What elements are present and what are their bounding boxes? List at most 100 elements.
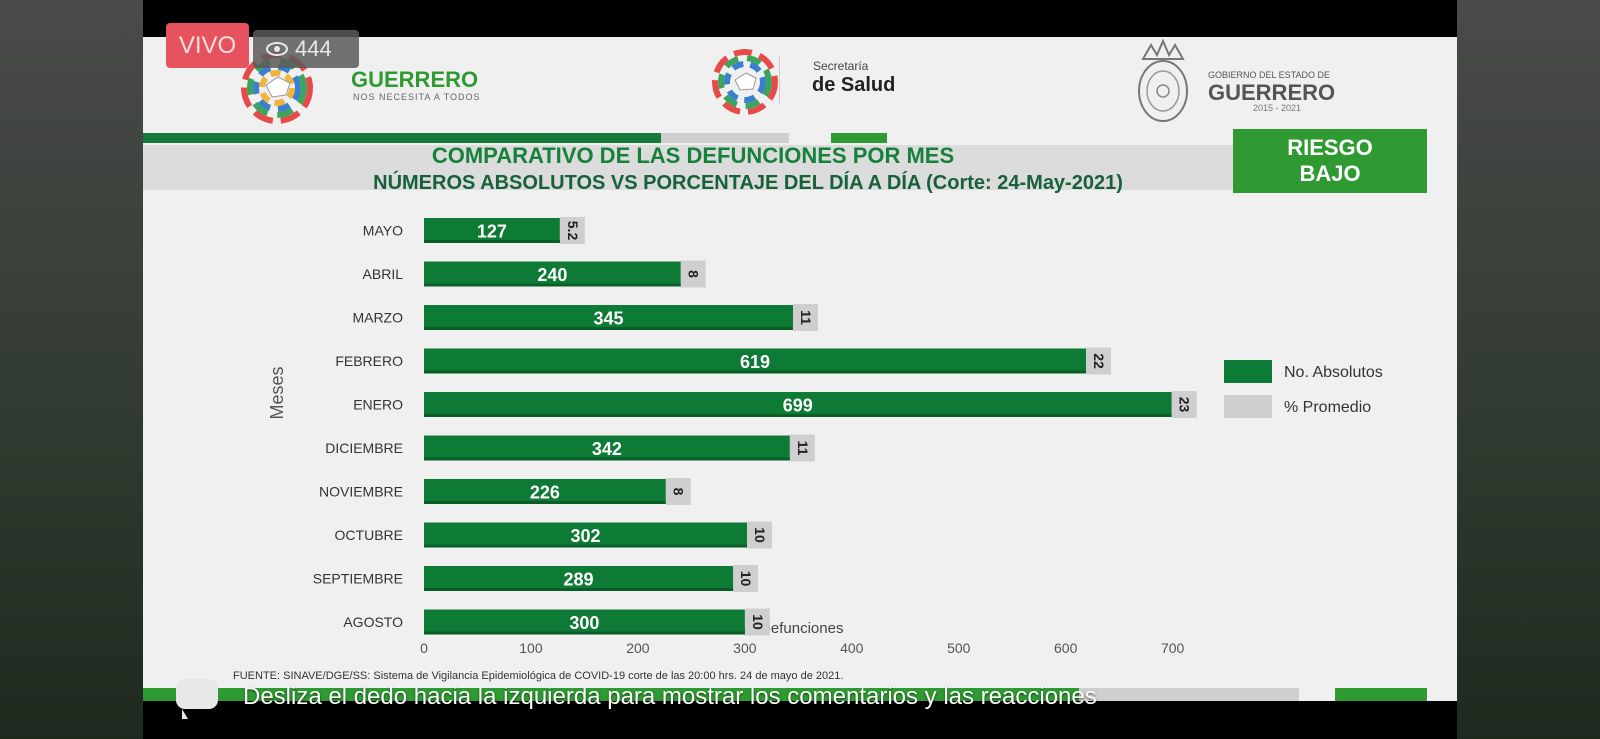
pct-bar bbox=[733, 565, 759, 592]
header-bar-grey bbox=[661, 133, 789, 143]
brand3-years: 2015 - 2021 bbox=[1253, 103, 1302, 113]
abs-bar bbox=[424, 566, 734, 591]
category-label: MARZO bbox=[352, 310, 403, 326]
abs-bar bbox=[424, 522, 747, 548]
comment-bubble-icon[interactable] bbox=[176, 679, 218, 719]
category-label: OCTUBRE bbox=[335, 527, 403, 543]
pct-bar bbox=[792, 304, 818, 331]
abs-bar bbox=[424, 305, 793, 330]
brand2-name: de Salud bbox=[812, 74, 896, 96]
legend-swatch bbox=[1224, 395, 1272, 418]
abs-value-label: 619 bbox=[740, 352, 770, 372]
footer-bar-green bbox=[143, 688, 1079, 701]
title-band bbox=[143, 145, 1233, 190]
legend-label: % Promedio bbox=[1284, 399, 1371, 416]
swipe-hint: Desliza el dedo hacia la izquierda para … bbox=[243, 683, 1097, 710]
brand2-top: Secretaría bbox=[813, 59, 869, 73]
pct-bar bbox=[789, 434, 815, 462]
abs-bar-shade bbox=[424, 544, 747, 548]
pct-bar bbox=[1086, 347, 1112, 375]
pct-value-label: 10 bbox=[752, 527, 768, 543]
pct-bar bbox=[1171, 391, 1197, 418]
pct-bar bbox=[665, 478, 691, 505]
header-bar-accent bbox=[831, 133, 887, 143]
brand1-name: GUERRERO bbox=[351, 67, 479, 92]
abs-value-label: 226 bbox=[530, 483, 560, 503]
pct-bar bbox=[746, 521, 772, 549]
abs-bar bbox=[424, 479, 666, 504]
pct-value-label: 10 bbox=[738, 571, 754, 587]
abs-bar-shade bbox=[424, 457, 790, 461]
brand1-tagline: NOS NECESITA A TODOS bbox=[353, 92, 481, 102]
source-note: FUENTE: SINAVE/DGE/SS: Sistema de Vigila… bbox=[233, 670, 844, 682]
pct-value-label: 5.2 bbox=[565, 221, 581, 241]
abs-bar-shade bbox=[424, 501, 666, 504]
abs-bar-shade bbox=[424, 327, 793, 330]
abs-bar bbox=[424, 348, 1087, 374]
abs-bar-shade bbox=[424, 631, 745, 635]
eye-icon bbox=[266, 42, 288, 56]
header-bar-green bbox=[143, 133, 661, 143]
category-label: SEPTIEMBRE bbox=[313, 571, 403, 587]
y-axis-label: Meses bbox=[267, 366, 287, 419]
x-tick-label: 700 bbox=[1161, 640, 1185, 656]
abs-bar-shade bbox=[424, 283, 681, 287]
x-tick-label: 500 bbox=[947, 640, 971, 656]
live-badge: VIVO bbox=[166, 23, 249, 68]
x-tick-label: 0 bbox=[420, 640, 428, 656]
x-tick-label: 200 bbox=[626, 640, 650, 656]
slide: GUERRERO NOS NECESITA A TODOS Secretaría… bbox=[143, 37, 1457, 701]
abs-value-label: 302 bbox=[570, 526, 600, 546]
x-tick-label: 100 bbox=[519, 640, 543, 656]
category-label: FEBRERO bbox=[335, 353, 403, 369]
abs-bar bbox=[424, 609, 745, 635]
abs-value-label: 127 bbox=[477, 222, 507, 242]
viewer-number: 444 bbox=[295, 36, 332, 61]
pct-value-label: 11 bbox=[795, 441, 811, 456]
category-label: MAYO bbox=[363, 223, 403, 239]
logo-divider bbox=[779, 55, 780, 105]
x-tick-label: 400 bbox=[840, 640, 864, 656]
category-label: ENERO bbox=[353, 397, 403, 413]
footer-bar-grey bbox=[1079, 688, 1299, 701]
coat-of-arms-icon bbox=[1138, 39, 1188, 122]
chart-title: COMPARATIVO DE LAS DEFUNCIONES POR MES bbox=[431, 143, 955, 168]
category-label: AGOSTO bbox=[343, 614, 403, 630]
legend-label: No. Absolutos bbox=[1284, 364, 1383, 381]
abs-bar bbox=[424, 218, 560, 243]
pct-value-label: 23 bbox=[1177, 397, 1193, 413]
abs-bar bbox=[424, 435, 790, 461]
pct-bar bbox=[680, 260, 706, 288]
x-tick-label: 300 bbox=[733, 640, 757, 656]
pct-bar bbox=[559, 217, 585, 244]
abs-value-label: 300 bbox=[569, 613, 599, 633]
pct-value-label: 11 bbox=[798, 310, 814, 325]
pct-value-label: 22 bbox=[1091, 353, 1107, 369]
abs-bar bbox=[424, 261, 681, 287]
pct-value-label: 10 bbox=[750, 614, 766, 630]
brand3-top: GOBIERNO DEL ESTADO DE bbox=[1208, 70, 1331, 80]
category-label: NOVIEMBRE bbox=[319, 484, 403, 500]
pct-bar bbox=[744, 608, 770, 636]
category-label: ABRIL bbox=[363, 266, 404, 282]
abs-bar-shade bbox=[424, 240, 560, 243]
abs-value-label: 699 bbox=[783, 396, 813, 416]
viewer-count: 444 bbox=[253, 30, 359, 68]
x-tick-label: 600 bbox=[1054, 640, 1078, 656]
risk-badge: RIESGO BAJO bbox=[1233, 129, 1427, 193]
abs-bar bbox=[424, 392, 1172, 417]
secretaria-logo-icon bbox=[712, 49, 778, 115]
pct-value-label: 8 bbox=[671, 488, 687, 496]
risk-line2: BAJO bbox=[1299, 161, 1361, 186]
abs-value-label: 240 bbox=[537, 265, 567, 285]
abs-bar-shade bbox=[424, 588, 734, 591]
footer-bar-accent bbox=[1335, 688, 1427, 701]
chart-subtitle: NÚMEROS ABSOLUTOS VS PORCENTAJE DEL DÍA … bbox=[373, 172, 1123, 194]
abs-value-label: 342 bbox=[592, 439, 622, 459]
abs-value-label: 289 bbox=[564, 570, 594, 590]
abs-bar-shade bbox=[424, 370, 1087, 374]
category-label: DICIEMBRE bbox=[325, 440, 403, 456]
abs-bar-shade bbox=[424, 414, 1172, 417]
brand3-name: GUERRERO bbox=[1208, 80, 1336, 105]
